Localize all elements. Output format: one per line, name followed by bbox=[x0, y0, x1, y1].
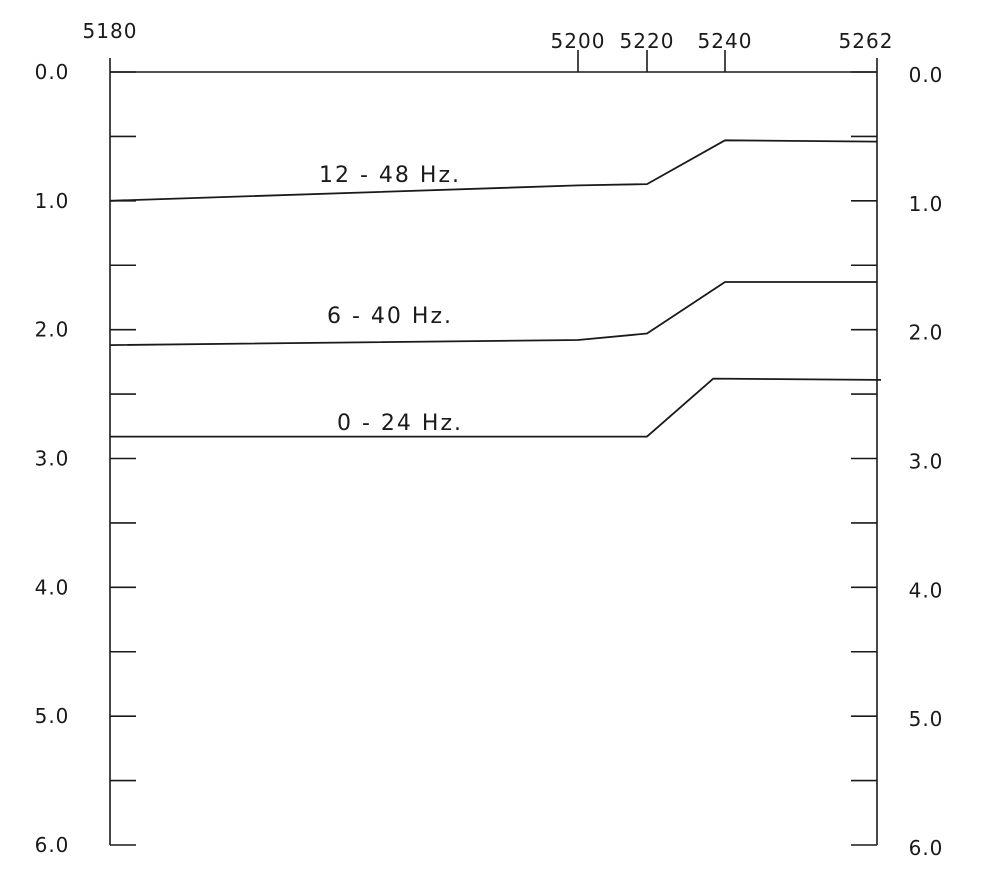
left-y-tick-label: 4.0 bbox=[35, 575, 70, 599]
labels-group: 5180 5200 5220 5240 5262 0.0 0.0 1.0 1.0 2.0 2.0 3.… bbox=[35, 19, 944, 860]
right-y-tick-label: 0.0 bbox=[909, 63, 944, 87]
series-line bbox=[110, 377, 881, 438]
series-line bbox=[109, 281, 877, 346]
axes-group bbox=[109, 58, 878, 845]
series-label: 6 - 40 Hz. bbox=[327, 304, 453, 329]
x-tick-label: 5200 bbox=[551, 29, 606, 53]
right-y-tick-label: 1.0 bbox=[909, 192, 944, 216]
series-line bbox=[109, 139, 878, 202]
x-tick-label: 5240 bbox=[698, 29, 753, 53]
left-y-tick-label: 6.0 bbox=[35, 833, 70, 857]
x-tick-label: 5220 bbox=[620, 29, 675, 53]
right-y-tick-label: 3.0 bbox=[909, 450, 944, 474]
series-label: 0 - 24 Hz. bbox=[337, 411, 463, 436]
x-tick-label: 5180 bbox=[83, 19, 138, 43]
series-label: 12 - 48 Hz. bbox=[319, 163, 461, 188]
left-y-tick-label: 2.0 bbox=[35, 318, 70, 342]
x-tick-label: 5262 bbox=[839, 29, 894, 53]
left-y-tick-label: 0.0 bbox=[35, 60, 70, 84]
right-y-tick-label: 2.0 bbox=[909, 321, 944, 345]
left-y-tick-label: 3.0 bbox=[35, 447, 70, 471]
right-y-tick-label: 4.0 bbox=[909, 578, 944, 602]
left-y-tick-label: 1.0 bbox=[35, 189, 70, 213]
right-y-tick-label: 5.0 bbox=[909, 707, 944, 731]
left-y-tick-label: 5.0 bbox=[35, 704, 70, 728]
ticks-group bbox=[110, 50, 877, 846]
right-y-tick-label: 6.0 bbox=[909, 836, 944, 860]
series-group bbox=[109, 139, 881, 438]
